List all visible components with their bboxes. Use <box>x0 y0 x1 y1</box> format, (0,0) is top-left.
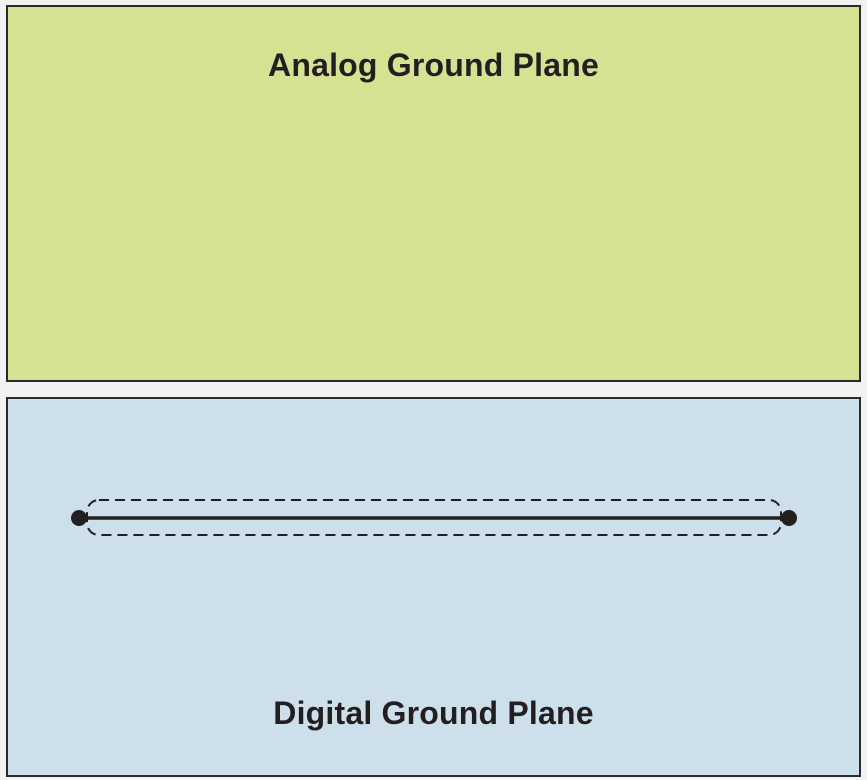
digital-ground-plane-label: Digital Ground Plane <box>273 695 594 731</box>
digital-ground-plane: Digital Ground Plane <box>6 397 861 777</box>
trace-start-node <box>71 510 87 526</box>
trace-end-node <box>781 510 797 526</box>
analog-ground-plane: Analog Ground Plane <box>6 5 861 382</box>
analog-ground-plane-label: Analog Ground Plane <box>268 47 599 83</box>
